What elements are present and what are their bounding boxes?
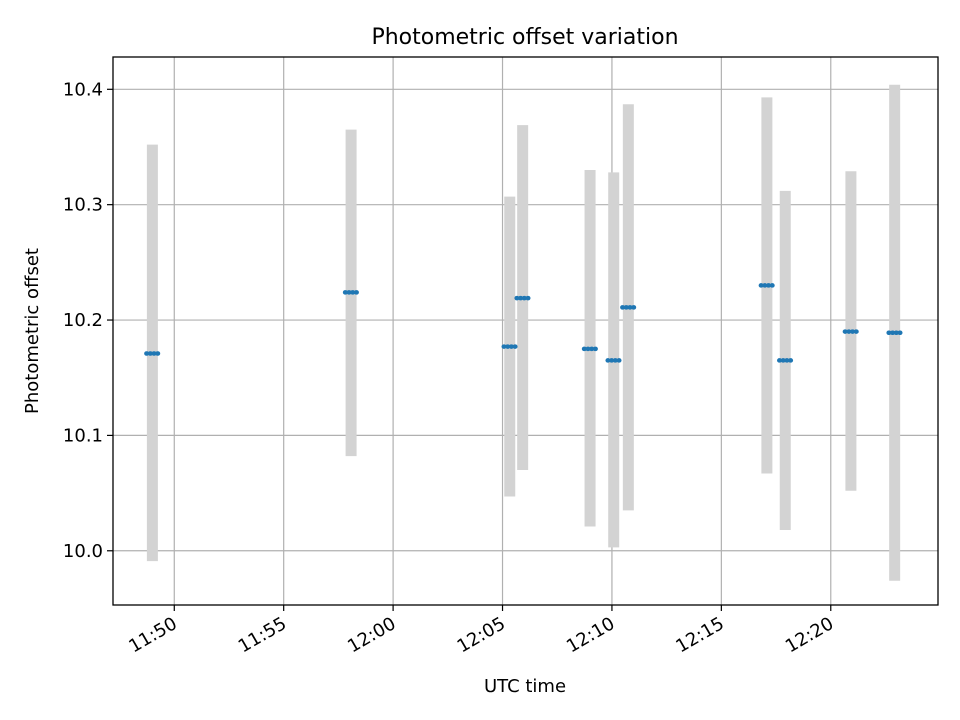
- y-axis-label: Photometric offset: [22, 248, 43, 414]
- y-tick-label: 10.1: [63, 425, 103, 446]
- y-tick-label: 10.3: [63, 195, 103, 216]
- y-tick-label: 10.4: [63, 79, 103, 100]
- y-tick-label: 10.0: [63, 541, 103, 562]
- y-axis: 10.0 10.1 10.2 10.3 10.4: [63, 79, 113, 562]
- chart-title: Photometric offset variation: [371, 25, 678, 50]
- y-tick-label: 10.2: [63, 310, 103, 331]
- plot-frame: [112, 56, 939, 606]
- x-axis-label: UTC time: [484, 676, 566, 697]
- marker-layer: [144, 283, 903, 363]
